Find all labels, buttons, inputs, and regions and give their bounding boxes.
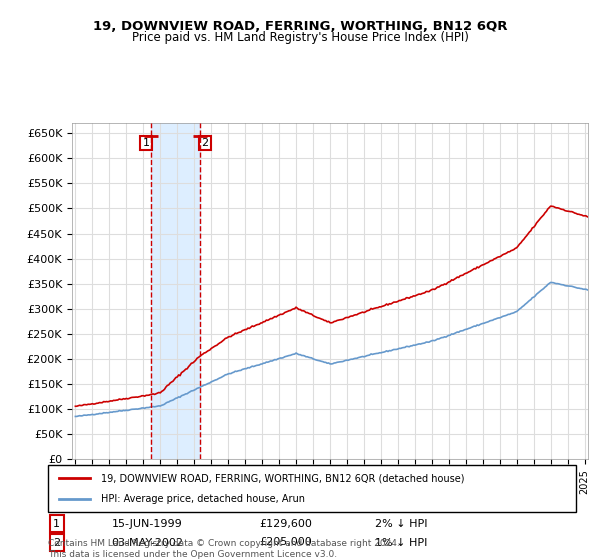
Text: 19, DOWNVIEW ROAD, FERRING, WORTHING, BN12 6QR: 19, DOWNVIEW ROAD, FERRING, WORTHING, BN… — [93, 20, 507, 32]
Text: 2: 2 — [53, 538, 61, 548]
Text: £205,000: £205,000 — [259, 538, 312, 548]
Text: 2: 2 — [202, 138, 209, 148]
Text: £129,600: £129,600 — [259, 519, 312, 529]
Text: 2% ↓ HPI: 2% ↓ HPI — [376, 519, 428, 529]
Bar — [151, 123, 200, 459]
Text: HPI: Average price, detached house, Arun: HPI: Average price, detached house, Arun — [101, 494, 305, 504]
Text: 15-JUN-1999: 15-JUN-1999 — [112, 519, 182, 529]
Text: 1% ↓ HPI: 1% ↓ HPI — [376, 538, 428, 548]
Text: Price paid vs. HM Land Registry's House Price Index (HPI): Price paid vs. HM Land Registry's House … — [131, 31, 469, 44]
Text: Contains HM Land Registry data © Crown copyright and database right 2024.
This d: Contains HM Land Registry data © Crown c… — [48, 539, 400, 559]
Text: 19, DOWNVIEW ROAD, FERRING, WORTHING, BN12 6QR (detached house): 19, DOWNVIEW ROAD, FERRING, WORTHING, BN… — [101, 473, 464, 483]
Text: 1: 1 — [53, 519, 60, 529]
FancyBboxPatch shape — [48, 465, 576, 512]
Text: 1: 1 — [142, 138, 149, 148]
Text: 03-MAY-2002: 03-MAY-2002 — [112, 538, 184, 548]
